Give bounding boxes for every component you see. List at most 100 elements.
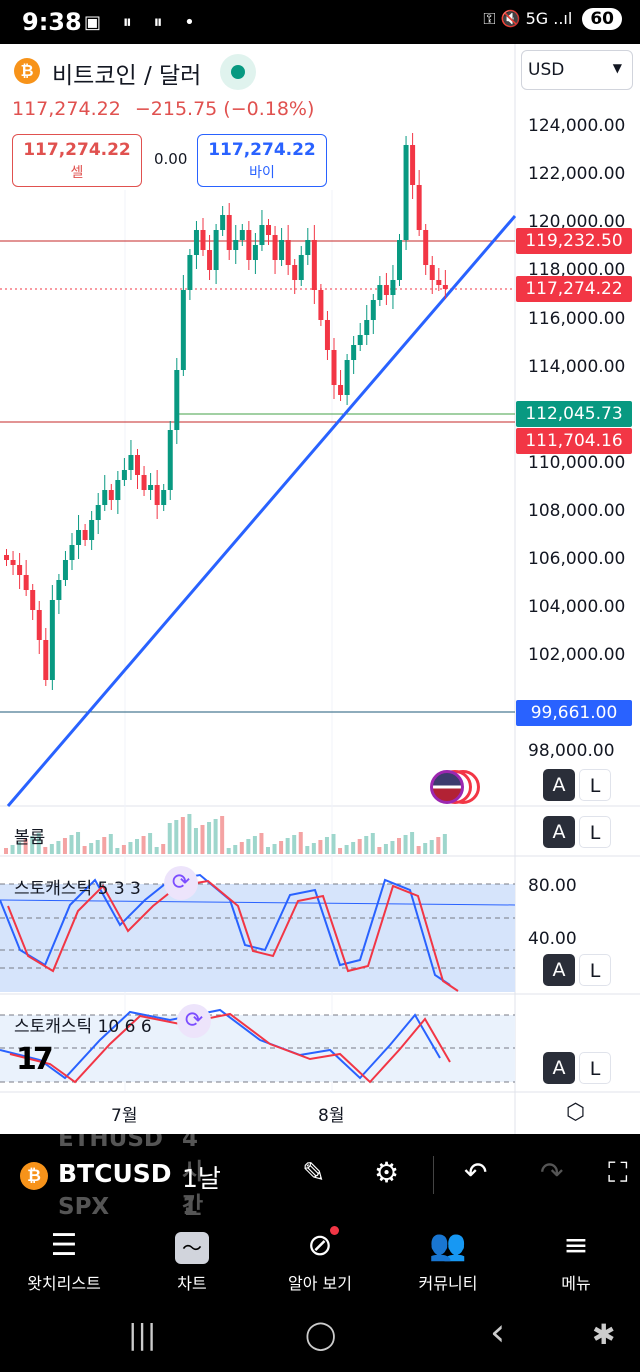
candle-body [56,580,62,600]
sell-price: 117,274.22 [23,140,131,160]
status-right: ⚿ 🔇 5G ..ıl 60 [483,8,622,30]
volume-bar [403,835,408,854]
ghost-symbol: ETHUSD [58,1134,163,1152]
stochastic-level-line [0,899,516,906]
price-tag-low: 99,661.00 [516,700,632,726]
auto-scale-button[interactable]: A [543,816,575,848]
volume-bar [43,847,48,854]
chart-icon: 〜 [175,1232,209,1264]
stochastic-pane-title[interactable]: 스토캐스틱 10 6 6 [14,1017,152,1037]
volume-bar [351,842,356,854]
auto-scale-button[interactable]: A [543,1052,575,1084]
buy-price: 117,274.22 [208,140,316,160]
volume-bar [233,845,238,854]
candlestick-chart[interactable] [0,0,640,1134]
candle-body [239,230,245,240]
nav-watchlist[interactable]: ☰ 왓치리스트 [0,1218,128,1304]
price-axis-label: 118,000.00 [528,260,626,280]
candle-body [442,285,448,289]
candle-body [246,230,252,260]
nav-explore[interactable]: ⊘ 알아 보기 [256,1218,384,1304]
volume-bar [174,820,179,854]
nav-chart[interactable]: 〜 차트 [128,1218,256,1304]
fullscreen-icon[interactable]: ⛶ [608,1156,628,1189]
volume-bar [292,835,297,854]
candle-body [370,300,376,320]
volume-bar [220,816,225,854]
auto-scale-button[interactable]: A [543,769,575,801]
candle-body [423,230,429,265]
stochastic-k-line [0,873,451,986]
bottom-navigation: ☰ 왓치리스트 〜 차트 ⊘ 알아 보기 👥 커뮤니티 ≡ 메뉴 [0,1218,640,1304]
candle-body [429,265,435,280]
auto-scale-button[interactable]: A [543,954,575,986]
recents-icon[interactable]: ||| [128,1318,157,1351]
candle-body [364,320,370,335]
stochastic-d-line [9,1012,451,1084]
back-icon[interactable]: ‹ [490,1310,506,1354]
candle-body [89,520,95,540]
status-time: 9:38 [22,8,82,36]
candle-body [331,350,337,385]
volume-bar [410,832,415,854]
status-bar: 9:38 ▣ ⏸ ⏸ • ⚿ 🔇 5G ..ıl 60 [0,0,640,44]
chart-area[interactable] [0,0,640,1134]
nav-menu[interactable]: ≡ 메뉴 [512,1218,640,1304]
volume-bar [331,834,336,854]
drawing-tools-icon[interactable]: ✎ [302,1156,326,1189]
currency-select[interactable]: USD ▼ [521,50,633,90]
battery-indicator: 60 [582,8,622,30]
refresh-icon[interactable]: ⟳ [164,866,198,900]
candle-body [272,235,278,260]
accessibility-icon[interactable]: ✱ [592,1318,616,1351]
nav-label: 커뮤니티 [418,1274,478,1293]
nav-community[interactable]: 👥 커뮤니티 [384,1218,512,1304]
candle-body [135,455,140,475]
log-scale-button[interactable]: L [579,769,611,801]
system-navigation: ||| ◯ ‹ ✱ [0,1304,640,1372]
toolbar-divider [433,1156,434,1194]
stochastic-pane-title[interactable]: 스토캐스틱 5 3 3 [14,879,141,899]
volume-pane-title[interactable]: 볼륨 [14,828,46,848]
symbol-title[interactable]: 비트코인 / 달러 [52,63,202,89]
volume-bar [305,846,310,854]
interval-selector[interactable]: 1날 [182,1164,221,1193]
nav-icon-wrap: 〜 [128,1228,256,1266]
candle-body [148,485,154,490]
price-line: 117,274.22 −215.75 (−0.18%) [12,98,322,120]
chart-toolbar: ETHUSD 4시간 SPX 1주 ₿ BTCUSD 1날 ✎ ⚙ ↶ ↷ ⛶ [0,1134,640,1218]
economic-events-icon[interactable] [428,770,484,804]
volume-bar [298,832,303,854]
log-scale-button[interactable]: L [579,954,611,986]
volume-bar [36,833,41,854]
log-scale-button[interactable]: L [579,816,611,848]
log-scale-button[interactable]: L [579,1052,611,1084]
bitcoin-icon: ₿ [14,58,40,84]
undo-icon[interactable]: ↶ [464,1156,488,1189]
price-tag-alert: 119,232.50 [516,228,632,254]
candle-body [200,230,206,250]
home-icon[interactable]: ◯ [305,1318,337,1351]
volume-bar [102,837,107,854]
chart-settings-icon[interactable]: ⬡ [566,1100,586,1125]
candle-body [403,145,409,240]
buy-button[interactable]: 117,274.22 바이 [197,134,327,187]
volume-bar [364,836,369,854]
sell-button[interactable]: 117,274.22 셀 [12,134,142,187]
candle-body [76,530,82,545]
volume-bar [30,836,35,854]
symbol-selector[interactable]: BTCUSD [58,1159,172,1188]
volume-bar [167,823,172,854]
time-axis-label: 7월 [111,1106,138,1126]
candle-body [259,225,265,245]
tradingview-logo: 17 [16,1042,54,1077]
redo-icon[interactable]: ↷ [540,1156,564,1189]
market-open-icon[interactable] [220,54,256,90]
candle-body [252,245,258,260]
price-axis-label: 106,000.00 [528,549,626,569]
ghost-interval: 4시간 [182,1134,204,1218]
refresh-icon[interactable]: ⟳ [177,1004,211,1038]
indicators-icon[interactable]: ⚙ [374,1156,400,1189]
price-axis-label: 120,000.00 [528,212,626,232]
volume-bar [154,847,159,854]
